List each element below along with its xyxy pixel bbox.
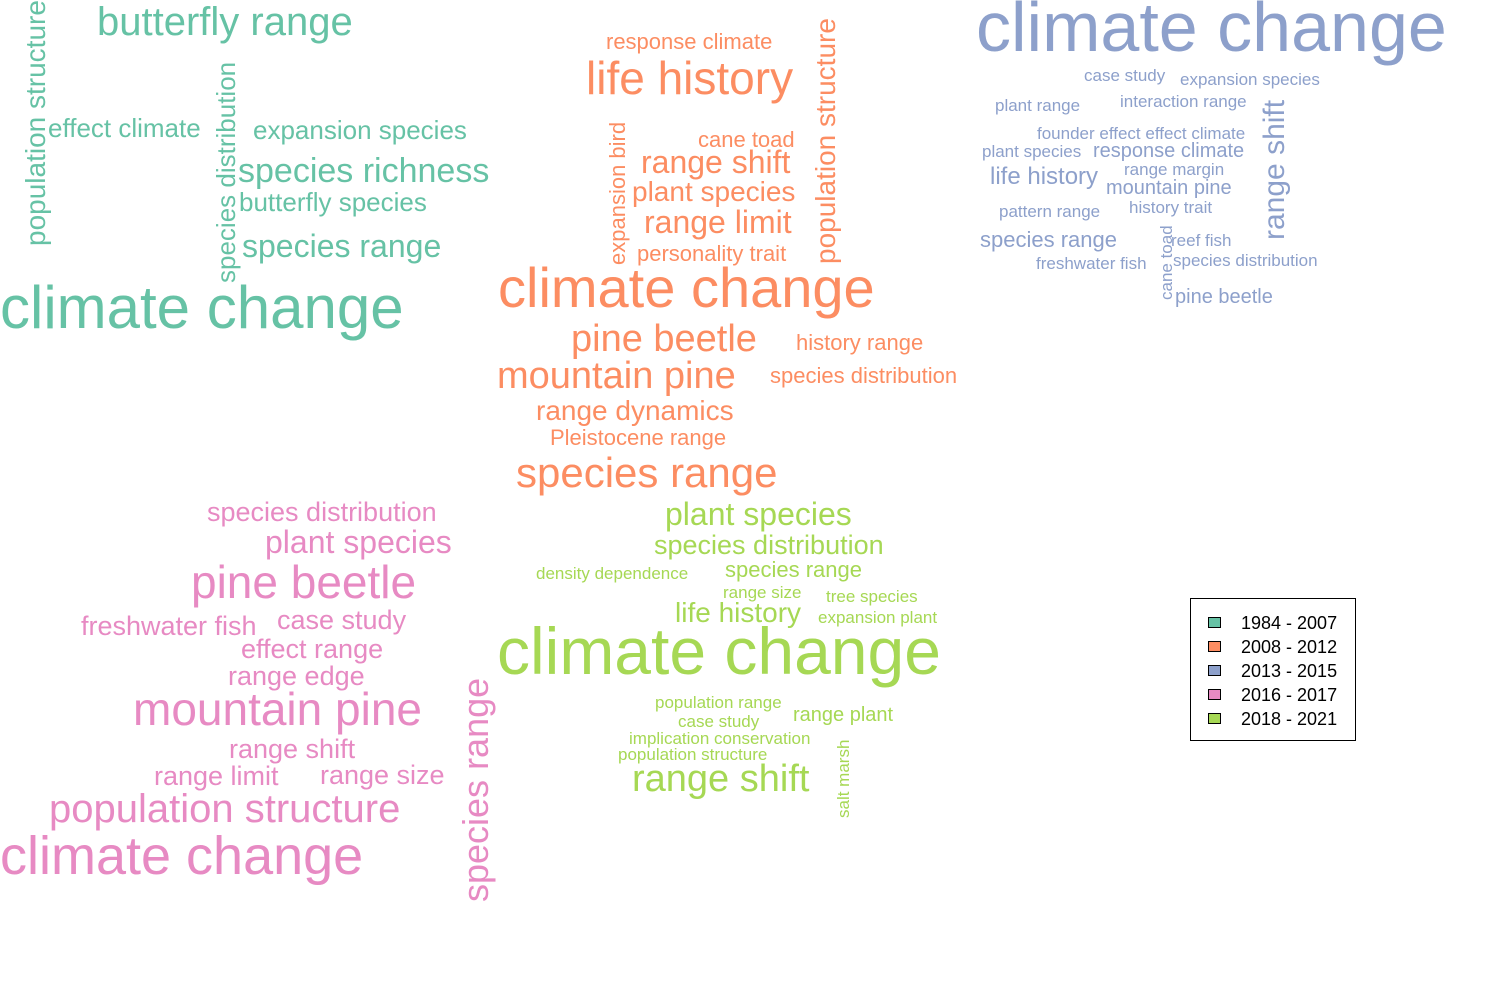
word-cloud-term: pine beetle (571, 318, 757, 360)
word-cloud-term: range size (320, 760, 445, 790)
word-cloud-term: expansion plant (818, 608, 938, 627)
word-cloud-term: life history (990, 163, 1099, 190)
word-cloud-term: case study (277, 605, 407, 635)
word-cloud-term: species distribution (207, 497, 437, 527)
word-cloud-term: range margin (1124, 160, 1225, 179)
legend-swatch (1208, 713, 1221, 724)
word-cloud-term: expansion species (253, 115, 467, 145)
word-cloud-term: plant species (265, 524, 452, 560)
word-cloud-term: species range (516, 449, 778, 496)
word-cloud-term: mountain pine (133, 683, 422, 735)
word-cloud-term: cane toad (698, 127, 795, 152)
word-cloud-term: expansion species (1180, 70, 1320, 89)
legend-swatch (1208, 617, 1221, 628)
word-cloud-term: butterfly range (97, 0, 353, 44)
word-cloud-term: population range (655, 693, 782, 712)
word-cloud-term: plant species (982, 142, 1082, 161)
word-cloud-term: tree species (826, 587, 918, 606)
word-cloud-term: range limit (154, 761, 279, 791)
legend-label: 1984 - 2007 (1241, 613, 1338, 633)
word-cloud-term: case study (1084, 66, 1166, 85)
word-cloud-term: range dynamics (536, 395, 734, 426)
legend-label: 2018 - 2021 (1241, 709, 1338, 729)
word-cloud-term: pine beetle (1175, 286, 1273, 308)
word-cloud-term: range shift (632, 758, 810, 800)
legend-swatch (1208, 665, 1221, 676)
word-cloud-term: effect climate (48, 113, 201, 143)
word-cloud-term: reef fish (1171, 231, 1232, 250)
word-cloud-term: species distribution (654, 530, 884, 560)
word-cloud-term: history trait (1129, 198, 1213, 217)
word-cloud-term: population structure (49, 787, 401, 831)
word-cloud-term: climate change (497, 614, 941, 688)
word-cloud-term: plant species (632, 176, 796, 207)
word-cloud-term: response climate (1093, 140, 1245, 162)
word-cloud-term: species range (725, 557, 862, 582)
word-cloud-term: range limit (644, 204, 792, 240)
word-cloud-term: freshwater fish (1036, 254, 1147, 273)
word-cloud-term: pine beetle (191, 556, 417, 608)
legend-label: 2016 - 2017 (1241, 685, 1338, 705)
word-cloud-term: mountain pine (497, 355, 736, 397)
word-cloud-term: species distribution (770, 363, 958, 388)
word-cloud-term: species range (980, 227, 1117, 252)
word-cloud-term: effect range (241, 634, 384, 664)
word-cloud-term: case study (678, 712, 760, 731)
word-cloud-term: founder effect effect climate (1037, 124, 1246, 143)
word-cloud-term: species distribution (1173, 251, 1318, 270)
word-cloud-term: density dependence (536, 564, 689, 583)
word-cloud-term: plant species (665, 496, 852, 532)
word-cloud-term: mountain pine (1106, 177, 1232, 199)
word-cloud-term: response climate (606, 29, 773, 54)
word-cloud-term: life history (586, 52, 794, 104)
word-cloud-term: climate change (976, 0, 1447, 66)
word-cloud-term: range edge (228, 661, 365, 691)
word-cloud-term: climate change (0, 826, 364, 886)
word-cloud-term: species range (242, 228, 442, 264)
word-cloud-term: salt marsh (834, 739, 853, 818)
word-cloud-term: range plant (793, 704, 894, 726)
word-cloud-term: history range (796, 330, 924, 355)
word-cloud-term: interaction range (1120, 92, 1247, 111)
word-cloud-term: butterfly species (239, 187, 427, 217)
word-cloud-term: Pleistocene range (550, 425, 727, 450)
word-cloud-term: species distribution (211, 61, 241, 283)
word-cloud-term: pattern range (999, 202, 1101, 221)
word-cloud-term: population structure (618, 745, 768, 764)
legend-label: 2008 - 2012 (1241, 637, 1338, 657)
word-cloud-term: population structure (810, 18, 841, 264)
word-cloud-term: personality trait (637, 241, 787, 266)
word-cloud-term: implication conservation (629, 729, 811, 748)
word-cloud-term: species richness (238, 152, 490, 190)
word-cloud-term: expansion bird (605, 121, 630, 265)
word-cloud-term: range shift (229, 734, 356, 764)
word-cloud-term: life history (675, 597, 802, 628)
legend-label: 2013 - 2015 (1241, 661, 1338, 681)
legend-swatch (1208, 689, 1221, 700)
word-cloud-term: freshwater fish (81, 611, 257, 641)
word-cloud-term: range size (723, 583, 802, 602)
word-cloud-term: climate change (498, 256, 875, 319)
word-cloud-term: species range (455, 677, 496, 902)
word-cloud-term: population structure (20, 0, 51, 246)
legend: 1984 - 2007 2008 - 2012 2013 - 2015 2016… (1190, 598, 1356, 741)
word-cloud-term: climate change (0, 274, 404, 341)
word-cloud-term: range shift (641, 144, 791, 180)
word-cloud-term: range shift (1258, 99, 1291, 240)
legend-swatch (1208, 641, 1221, 652)
word-cloud-term: plant range (995, 96, 1081, 115)
